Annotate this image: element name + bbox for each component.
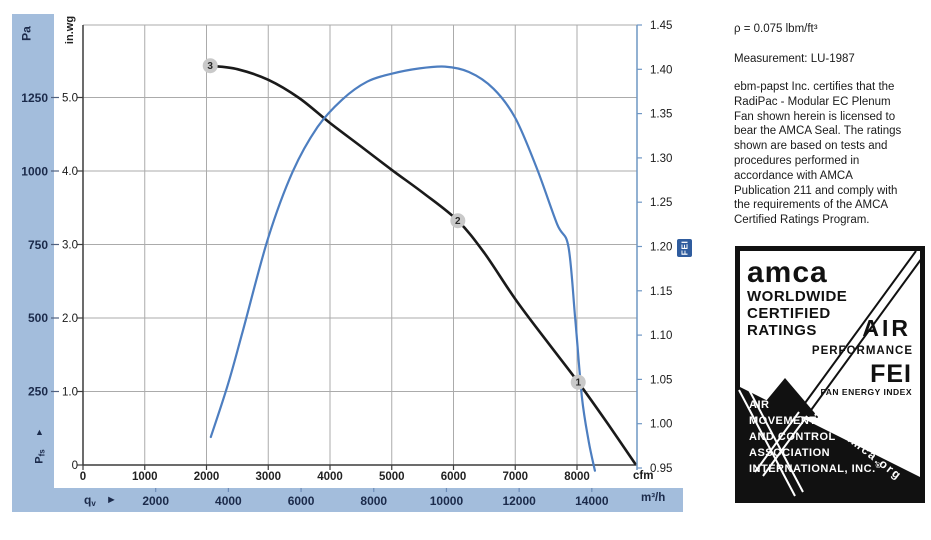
seal-certified: CERTIFIED	[747, 305, 831, 322]
pfs-axis-symbol: Pfs	[34, 444, 47, 470]
amca-seal: amca WORLDWIDE CERTIFIED RATINGS AIR PER…	[735, 246, 925, 503]
pfs-sub: fs	[37, 449, 47, 457]
m3h-tick-label: 10000	[430, 494, 464, 508]
seal-org-association: ASSOCIATION	[749, 447, 830, 459]
operating-point-marker	[570, 374, 586, 390]
fei-tick-label: 1.05	[650, 374, 672, 386]
fei-axis-label: FEI	[679, 240, 690, 256]
fei-tick-label: 1.00	[650, 419, 672, 431]
cfm-tick-label: 7000	[502, 471, 528, 483]
inwg-tick-label: 5.0	[62, 93, 78, 105]
fei-tick-label: 1.30	[650, 153, 672, 165]
seal-white-line	[762, 415, 808, 477]
pa-tick-label: 1000	[21, 164, 48, 178]
m3h-tick-label: 4000	[215, 494, 242, 508]
cfm-tick-label: 6000	[441, 471, 467, 483]
cfm-unit-label: cfm	[633, 470, 654, 482]
registered-mark: ®	[876, 462, 882, 470]
seal-org-international: INTERNATIONAL, INC.®	[749, 462, 882, 475]
certification-statement: ebm-papst Inc. certifies that the RadiPa…	[734, 81, 902, 227]
seal-org-and-control: AND CONTROL	[749, 431, 836, 443]
operating-point-label: 3	[207, 61, 213, 72]
pfs-main: P	[33, 456, 46, 464]
fei-tick-label: 1.45	[650, 20, 672, 32]
cfm-tick-label: 8000	[564, 471, 590, 483]
seal-white-line	[746, 385, 804, 493]
fei-tick-label: 1.20	[650, 242, 672, 254]
fei-tick-label: 1.10	[650, 330, 672, 342]
operating-point-label: 1	[575, 378, 581, 389]
pa-tick-label: 750	[28, 238, 48, 252]
pa-axis-band	[12, 14, 54, 512]
inwg-unit-label: in.wg	[64, 15, 76, 45]
operating-point-marker	[202, 58, 218, 74]
cfm-tick-label: 5000	[379, 471, 405, 483]
inwg-tick-label: 1.0	[62, 387, 78, 399]
m3h-tick-label: 6000	[288, 494, 315, 508]
cfm-tick-label: 4000	[317, 471, 343, 483]
qv-main: q	[84, 493, 92, 507]
cfm-tick-label: 2000	[194, 471, 220, 483]
cfm-tick-label: 3000	[255, 471, 281, 483]
seal-org-movement: MOVEMENT	[749, 415, 817, 427]
seal-logo-amca: amca	[747, 256, 828, 289]
cfm-tick-label: 1000	[132, 471, 158, 483]
operating-point-label: 2	[455, 216, 461, 227]
fei-curve	[209, 65, 596, 472]
fei-axis-badge: FEI	[677, 239, 692, 257]
pa-tick-label: 250	[28, 385, 48, 399]
pa-tick-label: 500	[28, 311, 48, 325]
seal-black-wedge	[757, 378, 819, 418]
m3h-tick-label: 14000	[575, 494, 609, 508]
m3h-unit-label: m³/h	[641, 492, 666, 504]
seal-fan-energy-index: FAN ENERGY INDEX	[821, 387, 912, 397]
fan-pressure-curve	[208, 64, 637, 465]
seal-air: AIR	[862, 315, 911, 341]
flow-axis-arrow-icon: ►	[106, 494, 117, 506]
fei-tick-label: 1.40	[650, 64, 672, 76]
qv-sub: v	[91, 499, 96, 508]
seal-ratings: RATINGS	[747, 322, 817, 339]
fei-tick-label: 1.15	[650, 286, 672, 298]
inwg-tick-label: 2.0	[62, 313, 78, 325]
m3h-tick-label: 12000	[502, 494, 536, 508]
fei-tick-label: 1.35	[650, 109, 672, 121]
air-density-value: ρ = 0.075 lbm/ft³	[734, 23, 818, 35]
inwg-tick-label: 4.0	[62, 166, 78, 178]
inwg-tick-label: 3.0	[62, 240, 78, 252]
cfm-tick-label: 0	[80, 471, 86, 483]
fei-tick-label: 1.25	[650, 197, 672, 209]
m3h-tick-label: 8000	[360, 494, 387, 508]
m3h-tick-label: 2000	[142, 494, 169, 508]
seal-diagonal-line	[805, 257, 923, 418]
m3h-axis-band	[54, 488, 683, 512]
inwg-tick-label: 0	[72, 460, 78, 472]
pa-unit-label: Pa	[19, 26, 34, 41]
qv-axis-symbol: qv	[84, 493, 96, 508]
seal-black-triangle	[740, 387, 920, 498]
seal-org-air: AIR	[749, 399, 769, 411]
pa-tick-label: 1250	[21, 91, 48, 105]
seal-worldwide: WORLDWIDE	[747, 288, 847, 305]
seal-fei: FEI	[870, 360, 912, 388]
seal-diagonal-line	[796, 250, 917, 415]
pressure-axis-arrow-icon: ▲	[35, 427, 44, 437]
operating-point-marker	[450, 213, 466, 229]
seal-white-line	[738, 389, 796, 497]
seal-org-international-text: INTERNATIONAL, INC.	[749, 463, 876, 475]
fei-tick-label: 0.95	[650, 463, 672, 475]
measurement-reference: Measurement: LU-1987	[734, 53, 855, 65]
seal-performance: PERFORMANCE	[812, 345, 913, 357]
